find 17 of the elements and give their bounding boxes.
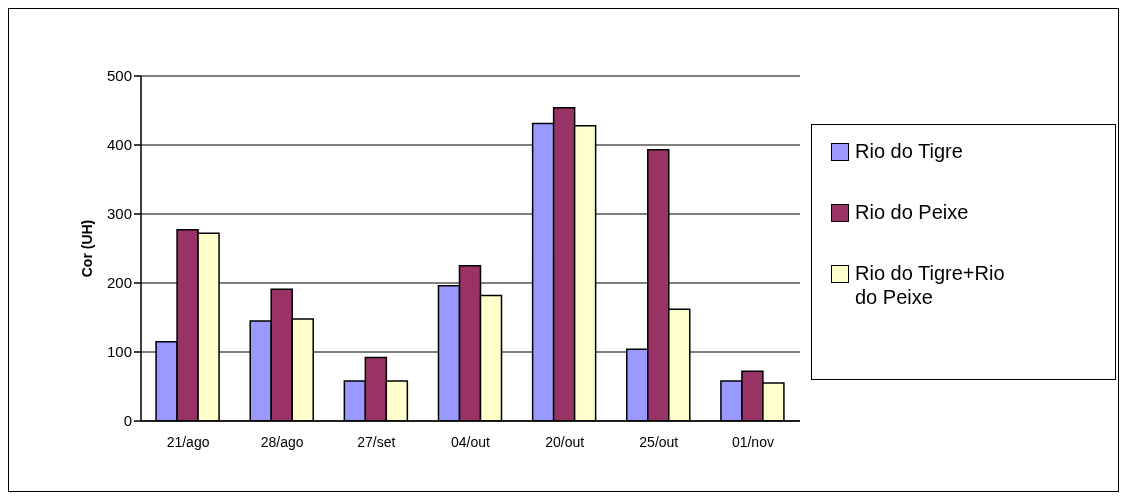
y-axis-title: Cor (UH) xyxy=(78,219,95,278)
y-tick-label: 0 xyxy=(123,412,132,430)
y-tick-label: 500 xyxy=(106,67,132,85)
x-tick-label: 27/set xyxy=(357,433,396,450)
legend-label: Rio do Tigre+Rio do Peixe xyxy=(855,261,1006,309)
x-tick-label: 28/ago xyxy=(260,433,304,450)
x-tick-label: 25/out xyxy=(639,433,679,450)
y-tick-label: 200 xyxy=(106,274,132,292)
y-tick-label: 300 xyxy=(106,205,132,223)
legend-label: Rio do Peixe xyxy=(855,200,970,224)
legend-label: Rio do Tigre xyxy=(855,139,964,163)
x-tick-label: 20/out xyxy=(545,433,585,450)
x-tick-label: 04/out xyxy=(451,433,491,450)
y-tick-label: 400 xyxy=(106,136,132,154)
y-tick-label: 100 xyxy=(106,343,132,361)
x-tick-label: 21/ago xyxy=(166,433,210,450)
x-tick-label: 01/nov xyxy=(731,433,774,450)
